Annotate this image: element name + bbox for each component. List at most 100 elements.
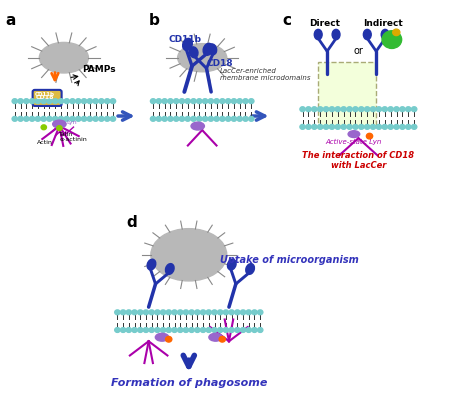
Ellipse shape bbox=[228, 259, 236, 270]
Circle shape bbox=[240, 310, 246, 315]
Circle shape bbox=[162, 99, 167, 104]
Circle shape bbox=[306, 124, 311, 129]
Text: CD18: CD18 bbox=[36, 95, 54, 100]
Circle shape bbox=[58, 99, 64, 104]
Circle shape bbox=[249, 116, 254, 121]
Circle shape bbox=[217, 310, 223, 315]
Circle shape bbox=[179, 116, 185, 121]
Text: Lyn: Lyn bbox=[66, 120, 77, 125]
Circle shape bbox=[18, 116, 23, 121]
Circle shape bbox=[347, 107, 352, 112]
Circle shape bbox=[166, 310, 172, 315]
Circle shape bbox=[202, 99, 208, 104]
Circle shape bbox=[41, 125, 46, 130]
Circle shape bbox=[160, 328, 166, 333]
Circle shape bbox=[202, 116, 208, 121]
Circle shape bbox=[120, 328, 126, 333]
Circle shape bbox=[347, 124, 352, 129]
Circle shape bbox=[229, 310, 234, 315]
Circle shape bbox=[75, 116, 81, 121]
Circle shape bbox=[376, 107, 382, 112]
Circle shape bbox=[370, 124, 376, 129]
Circle shape bbox=[18, 99, 23, 104]
Circle shape bbox=[258, 310, 263, 315]
Circle shape bbox=[405, 107, 411, 112]
Circle shape bbox=[235, 328, 240, 333]
Circle shape bbox=[329, 107, 335, 112]
Circle shape bbox=[243, 116, 248, 121]
Circle shape bbox=[41, 99, 46, 104]
Circle shape bbox=[173, 99, 179, 104]
Circle shape bbox=[237, 116, 242, 121]
Circle shape bbox=[393, 29, 400, 36]
Circle shape bbox=[197, 99, 202, 104]
Text: Talin
α-actinin: Talin α-actinin bbox=[59, 132, 87, 143]
Ellipse shape bbox=[53, 120, 66, 128]
Circle shape bbox=[93, 99, 98, 104]
Text: Uptake of microorganism: Uptake of microorganism bbox=[220, 255, 359, 265]
Circle shape bbox=[195, 310, 200, 315]
Circle shape bbox=[149, 310, 154, 315]
Circle shape bbox=[400, 124, 405, 129]
Circle shape bbox=[87, 116, 92, 121]
Circle shape bbox=[359, 107, 364, 112]
Circle shape bbox=[156, 116, 162, 121]
Circle shape bbox=[53, 99, 58, 104]
Ellipse shape bbox=[147, 259, 156, 270]
Circle shape bbox=[197, 116, 202, 121]
Ellipse shape bbox=[189, 47, 198, 58]
Circle shape bbox=[177, 328, 183, 333]
Circle shape bbox=[105, 116, 110, 121]
Circle shape bbox=[219, 337, 225, 342]
Circle shape bbox=[258, 328, 263, 333]
Circle shape bbox=[12, 116, 18, 121]
Circle shape bbox=[394, 107, 399, 112]
Circle shape bbox=[300, 107, 305, 112]
Text: Formation of phagosome: Formation of phagosome bbox=[110, 377, 267, 388]
Text: LacCer-enriched
membrane microdomains: LacCer-enriched membrane microdomains bbox=[220, 68, 311, 81]
Circle shape bbox=[156, 99, 162, 104]
Circle shape bbox=[335, 124, 340, 129]
Circle shape bbox=[143, 328, 149, 333]
Ellipse shape bbox=[191, 122, 204, 130]
Circle shape bbox=[143, 310, 149, 315]
Circle shape bbox=[376, 124, 382, 129]
Circle shape bbox=[208, 116, 214, 121]
Circle shape bbox=[237, 99, 242, 104]
Circle shape bbox=[35, 116, 40, 121]
Circle shape bbox=[81, 116, 87, 121]
Circle shape bbox=[70, 99, 75, 104]
Text: or: or bbox=[354, 46, 364, 55]
Circle shape bbox=[70, 116, 75, 121]
Circle shape bbox=[191, 116, 196, 121]
Text: d: d bbox=[126, 215, 137, 230]
Circle shape bbox=[162, 116, 167, 121]
Circle shape bbox=[323, 107, 329, 112]
Text: CD18: CD18 bbox=[207, 59, 233, 68]
Ellipse shape bbox=[348, 131, 360, 138]
Circle shape bbox=[400, 107, 405, 112]
Circle shape bbox=[126, 328, 132, 333]
Circle shape bbox=[411, 107, 417, 112]
Circle shape bbox=[312, 124, 317, 129]
Circle shape bbox=[53, 116, 58, 121]
Circle shape bbox=[223, 310, 229, 315]
Circle shape bbox=[81, 99, 87, 104]
Circle shape bbox=[240, 328, 246, 333]
Circle shape bbox=[317, 107, 323, 112]
Circle shape bbox=[405, 124, 411, 129]
Circle shape bbox=[24, 116, 29, 121]
Text: Actin: Actin bbox=[37, 140, 53, 145]
Ellipse shape bbox=[178, 44, 227, 72]
Ellipse shape bbox=[165, 264, 174, 274]
Ellipse shape bbox=[208, 44, 217, 55]
Circle shape bbox=[388, 124, 393, 129]
Circle shape bbox=[30, 99, 35, 104]
Circle shape bbox=[200, 310, 206, 315]
Circle shape bbox=[246, 310, 251, 315]
Circle shape bbox=[229, 328, 234, 333]
Circle shape bbox=[217, 328, 223, 333]
Circle shape bbox=[99, 99, 104, 104]
Circle shape bbox=[57, 126, 62, 130]
Circle shape bbox=[64, 99, 70, 104]
